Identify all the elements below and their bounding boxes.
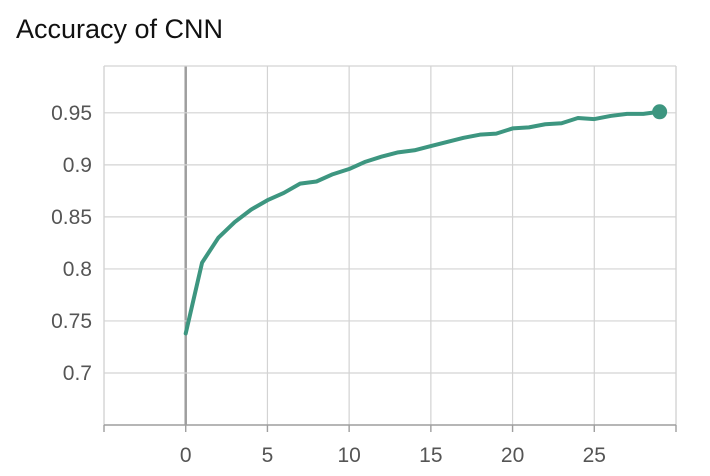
x-tick-label: 0 [180, 444, 192, 467]
axes [103, 65, 677, 432]
tick-labels: 0.7 0.75 0.8 0.85 0.9 0.95 0 5 10 15 20 25 [51, 102, 606, 467]
x-tick-label: 20 [501, 444, 524, 467]
x-tick-label: 25 [583, 444, 606, 467]
y-tick-label: 0.8 [63, 258, 92, 281]
y-tick-label: 0.95 [51, 102, 92, 125]
x-tick-label: 10 [337, 444, 360, 467]
y-tick-label: 0.9 [63, 154, 92, 177]
y-tick-label: 0.7 [63, 362, 92, 385]
last-point-marker [652, 104, 668, 120]
y-tick-label: 0.75 [51, 310, 92, 333]
y-tick-label: 0.85 [51, 206, 92, 229]
chart-title: Accuracy of CNN [16, 14, 224, 44]
accuracy-line [183, 109, 662, 336]
x-tick-label: 15 [419, 444, 442, 467]
series [183, 104, 668, 336]
x-tick-label: 5 [262, 444, 274, 467]
